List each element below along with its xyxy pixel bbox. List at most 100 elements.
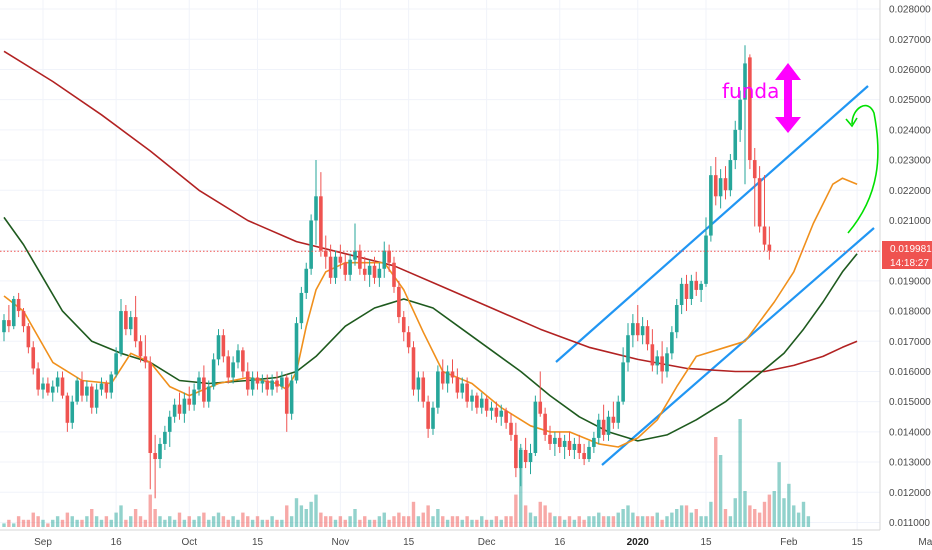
volume-bar bbox=[787, 483, 791, 527]
volume-bar bbox=[182, 519, 187, 527]
candle-body bbox=[343, 262, 348, 275]
volume-bar bbox=[16, 516, 21, 527]
volume-bar bbox=[792, 505, 796, 527]
y-tick-label: 0.016000 bbox=[889, 367, 931, 378]
volume-bar bbox=[489, 519, 494, 527]
volume-bar bbox=[85, 516, 89, 527]
volume-bar bbox=[328, 516, 333, 527]
candle-body bbox=[236, 350, 240, 363]
volume-bar bbox=[109, 519, 113, 527]
candle-body bbox=[689, 280, 694, 299]
volume-bar bbox=[640, 516, 645, 527]
candle-body bbox=[718, 178, 723, 197]
volume-bar bbox=[187, 516, 191, 527]
volume-bar bbox=[99, 519, 104, 527]
volume-bar bbox=[26, 519, 31, 527]
candle-body bbox=[50, 386, 55, 393]
candle-body bbox=[470, 395, 474, 402]
volume-bar bbox=[406, 516, 411, 527]
volume-bar bbox=[577, 516, 581, 527]
annotation: funda bbox=[722, 63, 879, 234]
volume-bar bbox=[211, 516, 216, 527]
candle-body bbox=[202, 377, 206, 402]
volume-bar bbox=[743, 491, 747, 527]
candle-body bbox=[567, 440, 572, 450]
candle-body bbox=[645, 326, 650, 345]
candle-body bbox=[528, 452, 533, 463]
volume-bar bbox=[509, 516, 513, 527]
volume-bar bbox=[723, 509, 728, 527]
candle-body bbox=[596, 419, 601, 438]
volume-bar bbox=[304, 509, 308, 527]
candle-body bbox=[709, 175, 713, 236]
volume-bar bbox=[7, 519, 11, 527]
candle-body bbox=[455, 377, 460, 393]
candle-body bbox=[411, 347, 416, 390]
candle-body bbox=[172, 404, 177, 417]
candle-body bbox=[752, 160, 757, 179]
candle-body bbox=[304, 268, 309, 293]
volume-bar bbox=[611, 516, 616, 527]
volume-bar bbox=[684, 505, 689, 527]
candle-body bbox=[436, 371, 440, 408]
volume-bar bbox=[60, 519, 65, 527]
volume-bar bbox=[51, 519, 55, 527]
candle-body bbox=[7, 320, 11, 327]
ma-mid-line bbox=[3, 216, 858, 442]
candle-body bbox=[284, 377, 289, 414]
volume-bar bbox=[226, 519, 230, 527]
volume-bar bbox=[636, 516, 640, 527]
candle-body bbox=[70, 401, 75, 423]
ma-slow-line bbox=[3, 50, 858, 373]
candle-body bbox=[314, 196, 318, 221]
volume-bar bbox=[216, 512, 221, 527]
candle-body bbox=[767, 244, 772, 251]
candle-body bbox=[665, 353, 669, 372]
volume-bar bbox=[480, 516, 484, 527]
countdown-tag bbox=[882, 255, 932, 269]
candle-body bbox=[46, 383, 50, 393]
volume-bar bbox=[129, 516, 133, 527]
candle-body bbox=[2, 320, 6, 333]
candle-body bbox=[163, 431, 167, 444]
volume-bar bbox=[523, 505, 528, 527]
y-tick-label: 0.021000 bbox=[889, 216, 931, 227]
volume-bar bbox=[202, 512, 206, 527]
volume-bar bbox=[753, 509, 757, 527]
candle-body bbox=[392, 262, 396, 287]
volume-bar bbox=[133, 509, 138, 527]
candle-body bbox=[592, 437, 596, 447]
volume-bar bbox=[504, 516, 508, 527]
volume-bar bbox=[324, 516, 328, 527]
candle-body bbox=[11, 298, 16, 327]
candle-body bbox=[143, 356, 148, 363]
volume-bar bbox=[796, 512, 801, 527]
y-tick-label: 0.015000 bbox=[889, 397, 931, 408]
volume-bar bbox=[241, 512, 245, 527]
candle-body bbox=[270, 380, 274, 390]
candle-body bbox=[748, 57, 752, 161]
y-tick-label: 0.012000 bbox=[889, 488, 931, 499]
candle-body bbox=[16, 298, 21, 312]
candle-body bbox=[94, 389, 99, 408]
volume-bar bbox=[660, 519, 664, 527]
volume-bar bbox=[397, 512, 401, 527]
candle-body bbox=[372, 265, 377, 278]
volume-bar bbox=[782, 498, 786, 527]
candle-body bbox=[31, 347, 36, 369]
candle-body bbox=[601, 419, 606, 435]
candle-body bbox=[99, 383, 104, 390]
volume-bar bbox=[348, 516, 352, 527]
x-tick-label: Feb bbox=[780, 537, 798, 548]
candle-body bbox=[377, 268, 382, 278]
volume-bar bbox=[670, 512, 674, 527]
candle-body bbox=[582, 452, 586, 460]
candle-body bbox=[358, 250, 362, 269]
candle-body bbox=[319, 196, 323, 251]
candle-body bbox=[138, 341, 143, 357]
volume-bar bbox=[675, 509, 679, 527]
volume-bar bbox=[246, 516, 250, 527]
volume-bar bbox=[441, 516, 445, 527]
last-price-label: 0.019981 bbox=[890, 244, 932, 255]
x-tick-label: Sep bbox=[34, 537, 52, 548]
